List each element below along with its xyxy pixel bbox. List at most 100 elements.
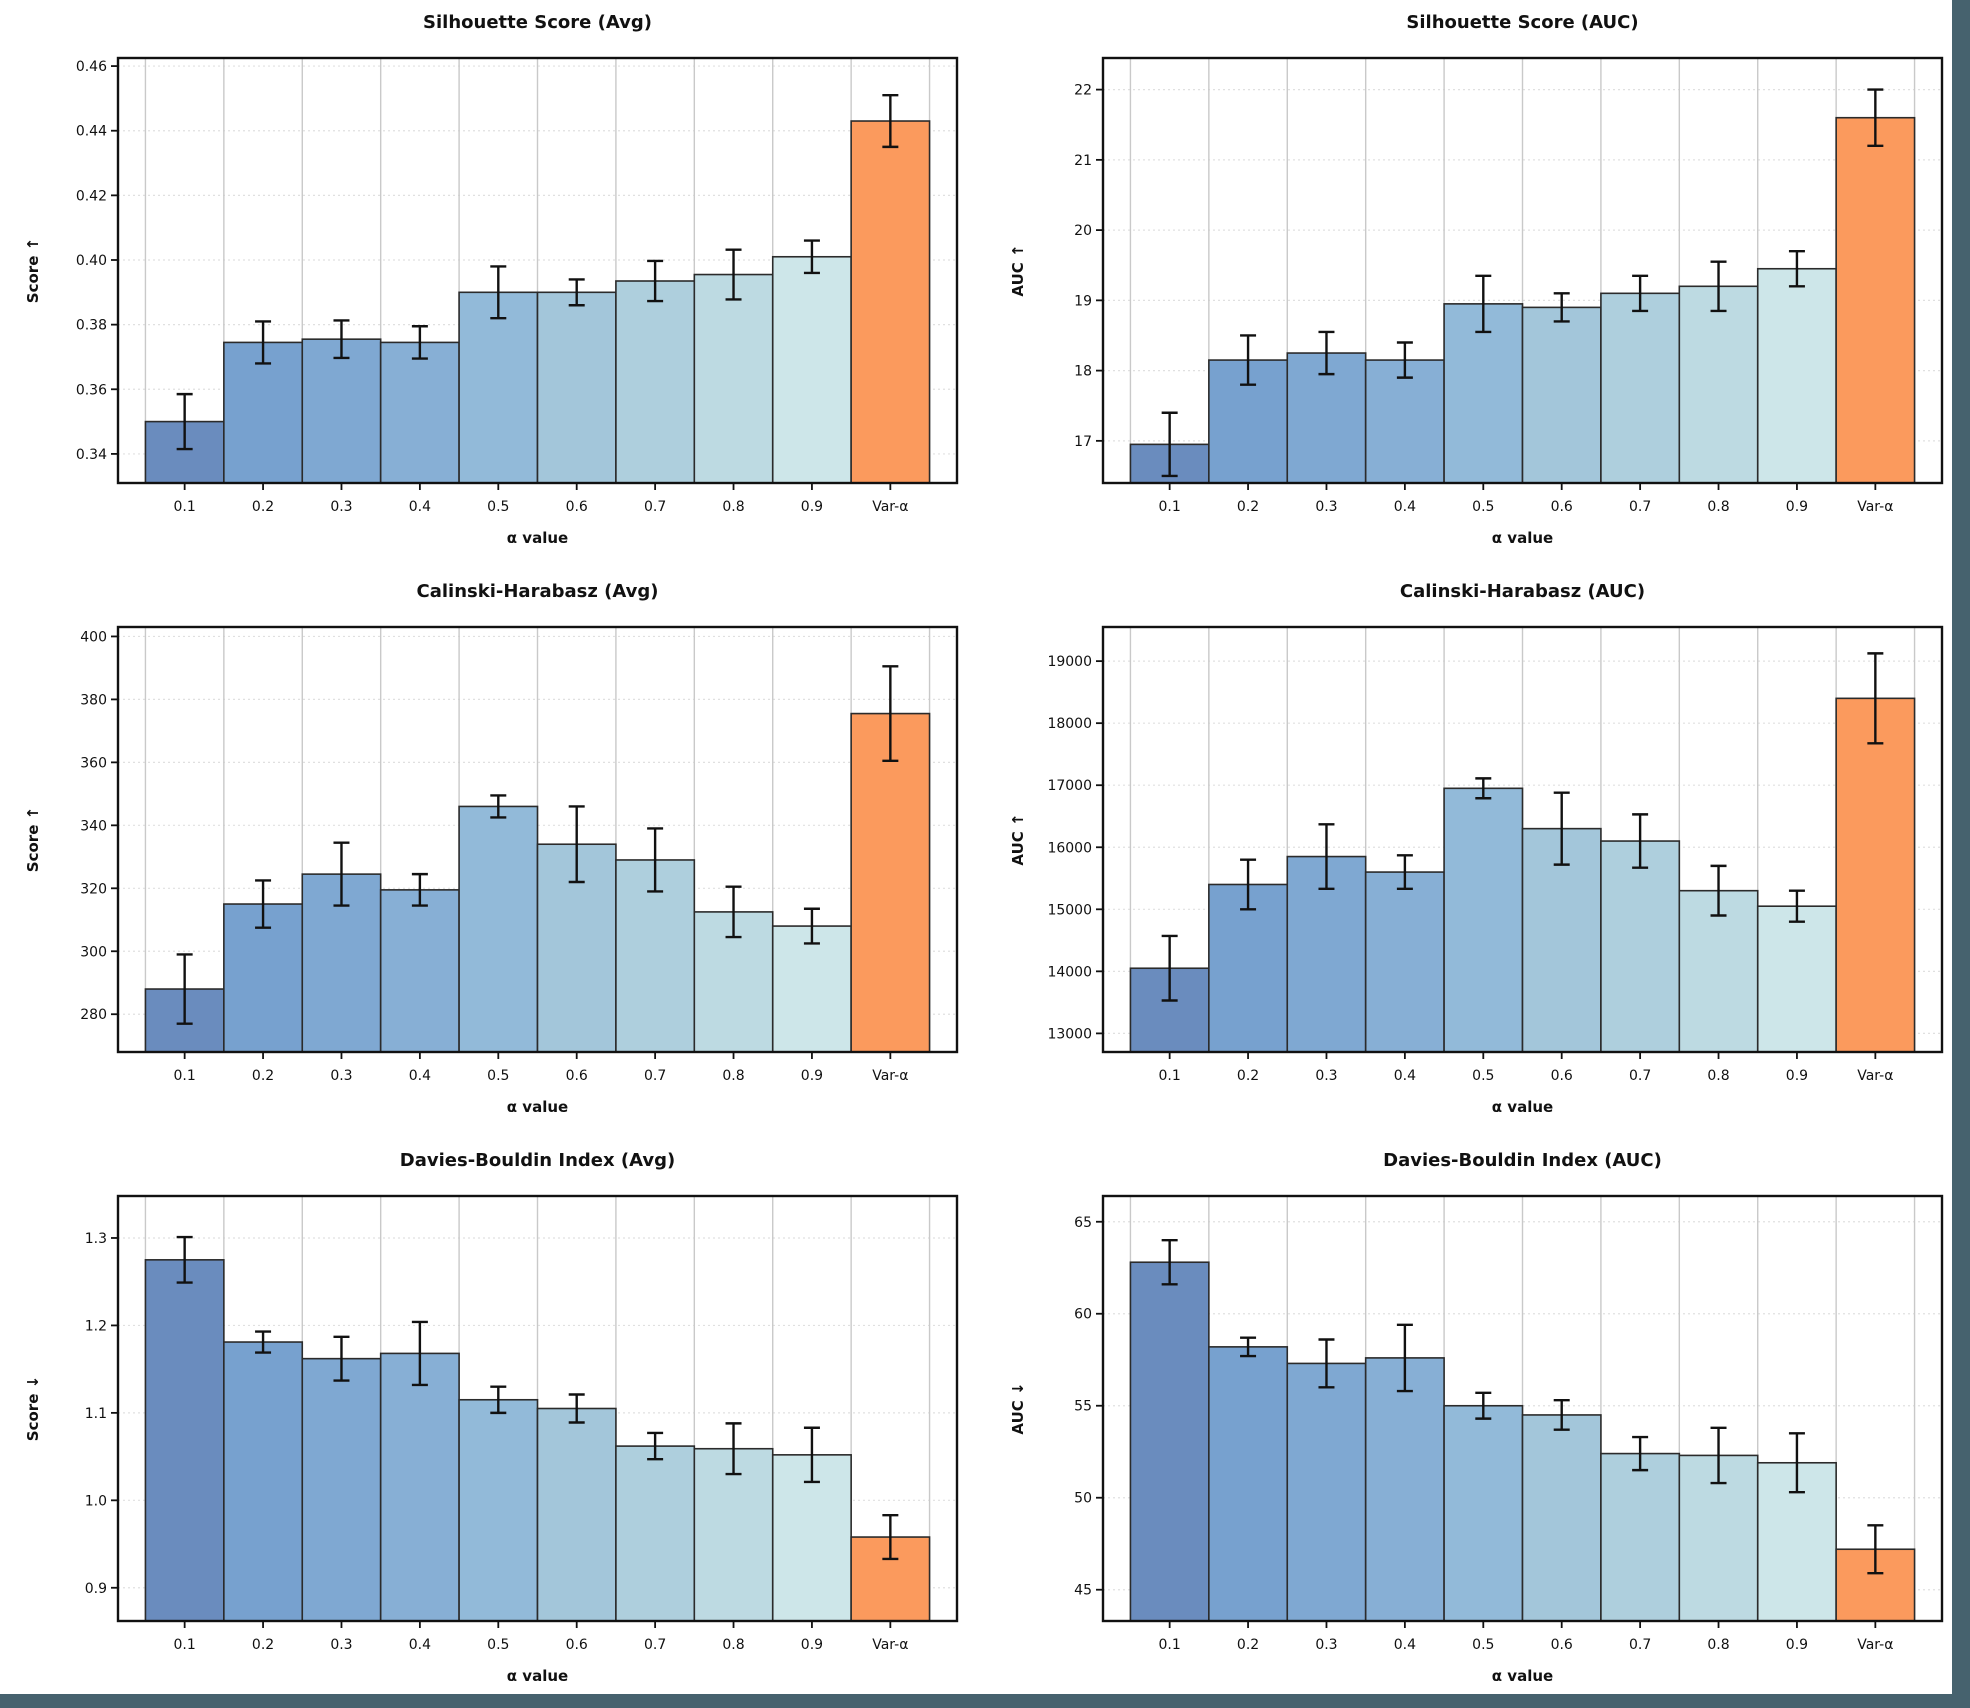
x-tick-label: 0.6 [1551, 1068, 1573, 1084]
bar-alpha-0.5 [458, 805, 539, 1053]
bar-alpha-0.8 [693, 273, 774, 484]
bar-alpha-0.9 [1756, 905, 1837, 1053]
x-tick-label: 0.7 [1629, 1637, 1651, 1653]
x-tick-label: 0.1 [1159, 1637, 1181, 1653]
x-tick-label: 0.7 [1629, 499, 1651, 515]
bar-alpha-0.6 [1521, 1414, 1602, 1622]
x-tick-label: 0.7 [644, 499, 666, 515]
y-tick-label: 19000 [1047, 654, 1092, 670]
bar-alpha-0.3 [1286, 1362, 1367, 1622]
x-axis-label: α value [1492, 1667, 1553, 1685]
y-tick-label: 280 [80, 1007, 107, 1023]
bar-alpha-0.8 [1678, 889, 1759, 1053]
x-tick-label: 0.5 [487, 499, 509, 515]
chart-title: Silhouette Score (Avg) [423, 12, 652, 33]
x-tick-label: 0.3 [1315, 1068, 1337, 1084]
bar-alpha-0.8 [693, 1447, 774, 1622]
y-tick-label: 340 [80, 818, 107, 834]
x-tick-label: 0.7 [644, 1637, 666, 1653]
bar-alpha-0.5 [1443, 1404, 1524, 1622]
x-tick-label: 0.2 [252, 1637, 274, 1653]
y-axis-label: Score ↓ [24, 1376, 42, 1441]
plot-frame [1101, 625, 1944, 1054]
y-tick-label: 0.46 [76, 59, 107, 75]
x-tick-label: 0.8 [1707, 499, 1729, 515]
y-tick-label: 22 [1074, 83, 1092, 99]
y-tick-label: 1.1 [85, 1406, 107, 1422]
bar-alpha-0.7 [615, 280, 696, 484]
y-tick-label: 18000 [1047, 716, 1092, 732]
y-tick-label: 15000 [1047, 902, 1092, 918]
bar-alpha-0.9 [771, 255, 852, 484]
y-tick-label: 0.34 [76, 447, 107, 463]
bar-alpha-0.7 [615, 1445, 696, 1622]
plot-frame [116, 625, 959, 1054]
x-tick-label: 0.5 [1472, 1637, 1494, 1653]
chart-title: Davies-Bouldin Index (Avg) [399, 1150, 676, 1171]
x-tick-label: 0.1 [174, 1068, 196, 1084]
x-axis-label: α value [507, 529, 568, 547]
y-tick-label: 20 [1074, 223, 1092, 239]
y-tick-label: 21 [1074, 153, 1092, 169]
x-tick-label: 0.8 [1707, 1068, 1729, 1084]
bar-alpha-0.1 [1129, 1261, 1210, 1622]
y-tick-label: 0.38 [76, 318, 107, 334]
y-tick-label: 16000 [1047, 840, 1092, 856]
x-tick-label: 0.9 [801, 1637, 823, 1653]
chart-silhouette-avg: Silhouette Score (Avg) 0.34 0.36 0.38 0.40 0… [0, 0, 985, 569]
bar-alpha-0.7 [1600, 292, 1681, 484]
y-tick-label: 50 [1074, 1491, 1092, 1507]
x-tick-label: 0.8 [722, 1068, 744, 1084]
bar-var-alpha [850, 120, 931, 484]
y-tick-label: 65 [1074, 1215, 1092, 1231]
chart-plot-davies-avg: 0.9 1.0 1.1 1.2 1.3 0.1 0.2 0.3 0.4 0.5 0.6 0.7 0.8 0… [24, 1194, 959, 1685]
chart-plot-davies-auc: 45 50 55 60 65 0.1 0.2 0.3 0.4 0.5 0.6 0.7 0.8 0.9 Var… [1009, 1194, 1944, 1685]
x-tick-label: 0.9 [1786, 1637, 1808, 1653]
bar-alpha-0.2 [1208, 883, 1289, 1053]
bar-var-alpha [850, 712, 931, 1053]
bar-alpha-0.6 [536, 1407, 617, 1622]
window-edge-right [1952, 0, 1970, 1708]
y-tick-label: 14000 [1047, 964, 1092, 980]
chart-plot-calinski-avg: 280 300 320 340 360 380 400 0.1 0.2 0.3 0.4 0.5 0.6 0… [24, 625, 959, 1116]
bar-alpha-0.5 [458, 1398, 539, 1622]
x-tick-label: Var-α [872, 499, 908, 515]
x-axis-label: α value [1492, 529, 1553, 547]
x-tick-label: 0.3 [330, 1637, 352, 1653]
x-tick-label: 0.4 [409, 1637, 431, 1653]
plot-frame [1101, 56, 1944, 485]
bar-alpha-0.9 [771, 925, 852, 1053]
x-tick-label: 0.6 [566, 1637, 588, 1653]
y-tick-label: 1.2 [85, 1318, 107, 1334]
chart-title: Silhouette Score (AUC) [1406, 12, 1639, 33]
bar-alpha-0.4 [379, 889, 460, 1053]
y-tick-label: 300 [80, 944, 107, 960]
x-tick-label: Var-α [872, 1637, 908, 1653]
bar-alpha-0.5 [1443, 303, 1524, 484]
x-tick-label: 0.6 [566, 1068, 588, 1084]
x-axis-label: α value [1492, 1098, 1553, 1116]
x-tick-label: 0.6 [566, 499, 588, 515]
y-tick-label: 17000 [1047, 778, 1092, 794]
x-tick-label: 0.9 [1786, 1068, 1808, 1084]
y-tick-label: 0.42 [76, 188, 107, 204]
x-tick-label: 0.2 [252, 499, 274, 515]
chart-title: Calinski-Harabasz (AUC) [1399, 581, 1646, 602]
x-axis-label: α value [507, 1098, 568, 1116]
bar-alpha-0.4 [1364, 1357, 1445, 1622]
chart-title: Calinski-Harabasz (Avg) [416, 581, 659, 602]
x-tick-label: Var-α [1857, 1637, 1893, 1653]
x-tick-label: 0.6 [1551, 1637, 1573, 1653]
y-axis-label: Score ↑ [24, 807, 42, 872]
y-tick-label: 1.0 [85, 1493, 107, 1509]
x-tick-label: 0.7 [644, 1068, 666, 1084]
bar-alpha-0.3 [301, 1357, 382, 1622]
x-tick-label: 0.8 [722, 1637, 744, 1653]
plot-frame [1101, 1194, 1944, 1623]
bar-alpha-0.2 [223, 1341, 304, 1622]
y-tick-label: 360 [80, 755, 107, 771]
y-tick-label: 13000 [1047, 1026, 1092, 1042]
y-tick-label: 0.40 [76, 253, 107, 269]
bar-alpha-0.5 [1443, 787, 1524, 1053]
plot-frame [116, 1194, 959, 1623]
